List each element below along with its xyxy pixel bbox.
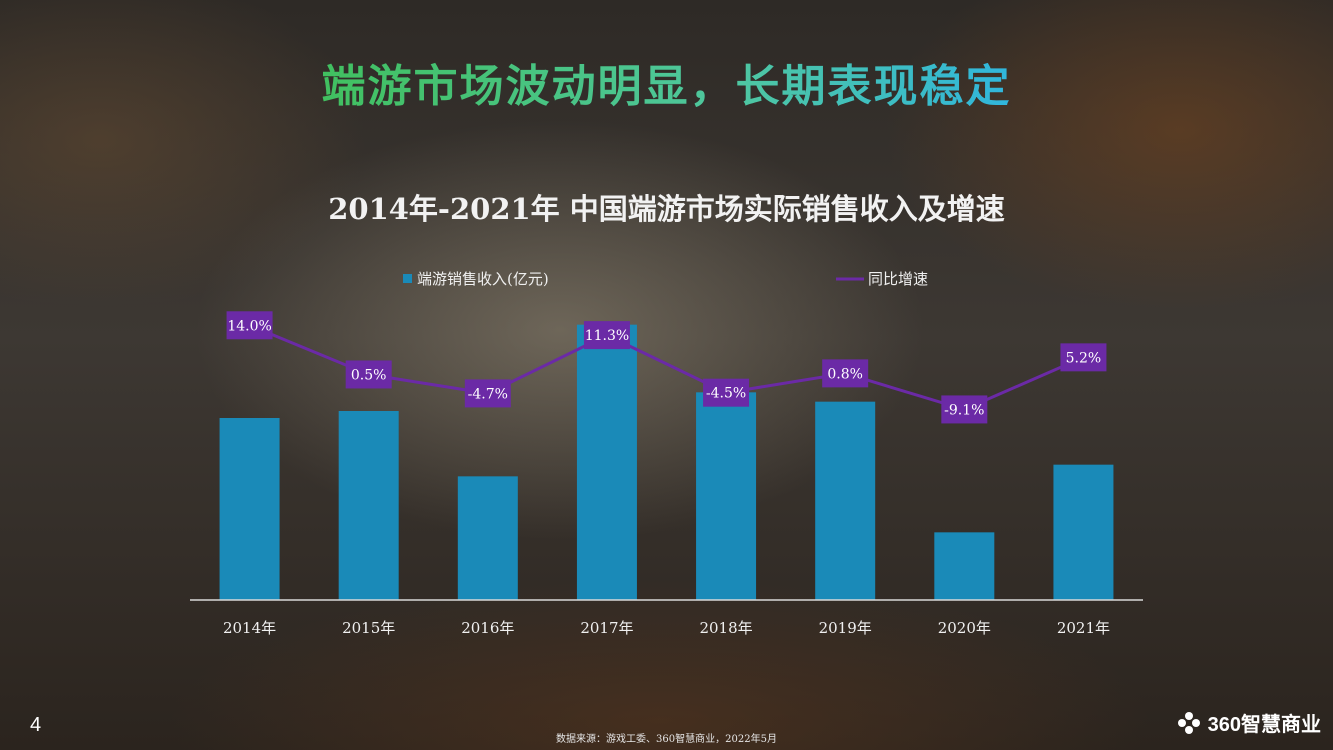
legend-line-label: 同比增速 (868, 270, 928, 288)
growth-label-text: -4.7% (468, 386, 508, 402)
growth-label-box (1060, 343, 1107, 372)
growth-label-text: -4.5% (706, 386, 746, 402)
chart-title: 2014年-2021年 中国端游市场实际销售收入及增速 (328, 192, 1005, 226)
flower-logo-icon (1177, 711, 1200, 734)
bar-2016年 (457, 476, 518, 600)
x-tick-labels: 2014年 2015年 2016年 2017年 2018年 2019年 2020年 2021年 (223, 619, 1110, 637)
brand-logo-text: 360智慧商业 (1207, 714, 1321, 736)
growth-label-box (703, 378, 750, 407)
growth-label-text: 5.2% (1066, 350, 1102, 366)
bar-2017年 (576, 324, 637, 600)
legend-bar-swatch (403, 274, 412, 283)
bar-2021年 (1053, 464, 1114, 600)
growth-label-box (822, 359, 869, 388)
growth-label-text: 11.3% (585, 328, 629, 344)
x-tick-label: 2014年 (223, 619, 276, 637)
bar-series (219, 324, 1114, 600)
growth-data-label: 5.2% (1060, 343, 1107, 372)
growth-data-label: 14.0% (226, 311, 273, 340)
bar-2014年 (219, 418, 280, 600)
growth-label-text: 0.5% (351, 367, 387, 383)
growth-data-label: 0.8% (822, 359, 869, 388)
x-tick-label: 2016年 (461, 619, 514, 637)
growth-label-text: -9.1% (944, 402, 984, 418)
x-tick-label: 2020年 (938, 619, 991, 637)
bar-2019年 (815, 401, 876, 600)
growth-data-label: -4.7% (464, 379, 511, 408)
bar-2020年 (934, 532, 995, 600)
growth-label-text: 14.0% (227, 318, 271, 334)
x-tick-label: 2021年 (1057, 619, 1110, 637)
page-number: 4 (30, 714, 42, 736)
growth-label-box (464, 379, 511, 408)
growth-label-box (941, 395, 988, 424)
bar-2015年 (338, 411, 399, 600)
growth-data-label: -4.5% (703, 378, 750, 407)
x-tick-label: 2019年 (819, 619, 872, 637)
brand-logo: 360智慧商业 (1176, 708, 1321, 737)
growth-label-box (583, 321, 630, 350)
x-tick-label: 2015年 (342, 619, 395, 637)
legend-bar-label: 端游销售收入(亿元) (417, 270, 549, 288)
page-title: 端游市场波动明显，长期表现稳定 (0, 50, 1333, 114)
growth-label-box (345, 360, 392, 389)
growth-label-text: 0.8% (827, 366, 863, 382)
growth-label-box (226, 311, 273, 340)
growth-data-label: 0.5% (345, 360, 392, 389)
legend: 端游销售收入(亿元) 同比增速 (403, 270, 928, 288)
growth-data-label: 11.3% (583, 321, 630, 350)
source-note: 数据来源：游戏工委、360智慧商业，2022年5月 (556, 734, 777, 745)
x-tick-label: 2017年 (580, 619, 633, 637)
x-tick-label: 2018年 (699, 619, 752, 637)
bar-2018年 (696, 392, 757, 600)
growth-data-label: -9.1% (941, 395, 988, 424)
growth-data-labels: 14.0% 0.5% -4.7% 11.3% -4.5% 0.8% -9.1% 5.2% (226, 311, 1107, 424)
